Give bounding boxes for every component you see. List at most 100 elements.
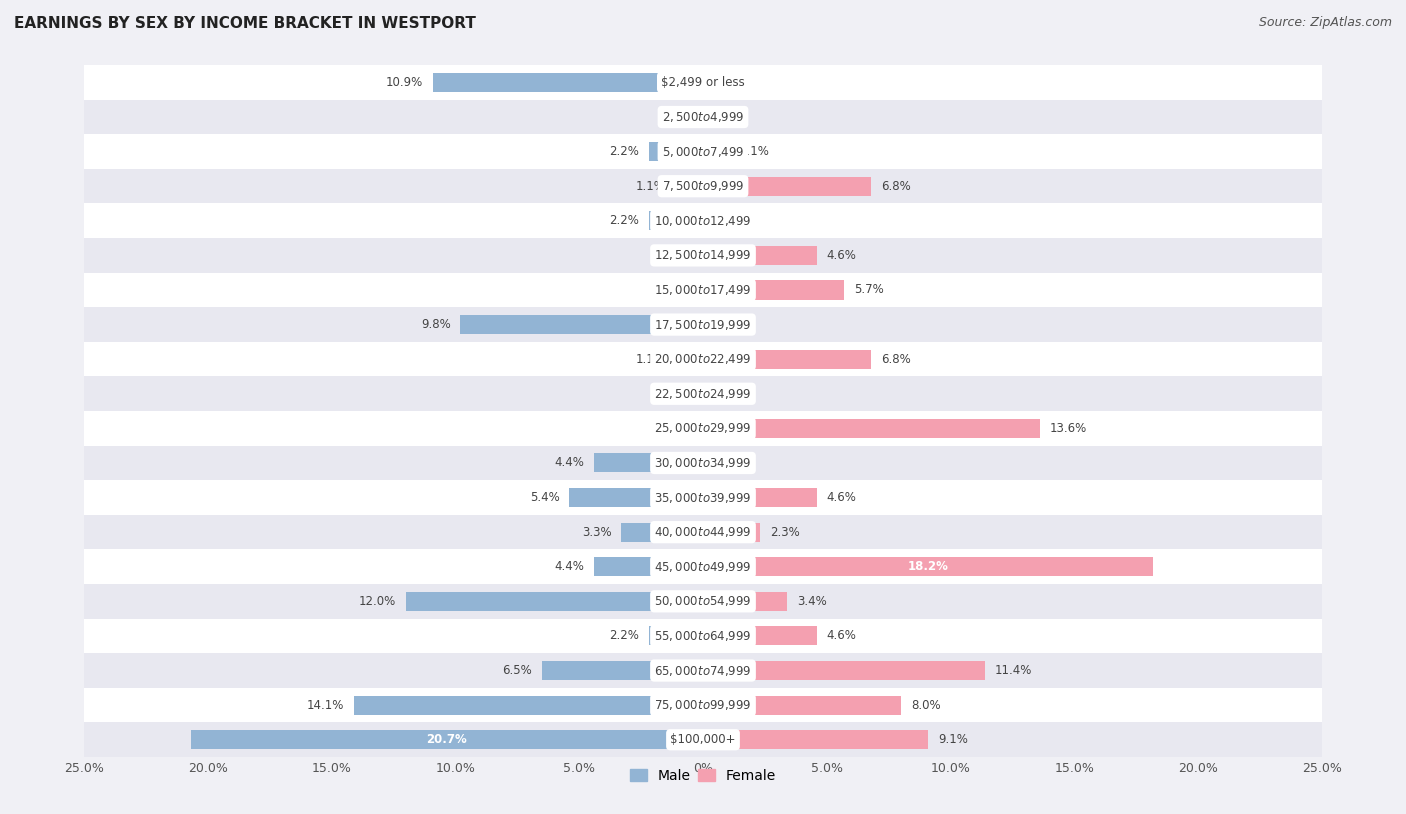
- Text: 0.0%: 0.0%: [664, 283, 693, 296]
- Bar: [84, 722, 1322, 757]
- Bar: [703, 661, 986, 680]
- Text: 0.0%: 0.0%: [664, 387, 693, 400]
- Bar: [648, 627, 703, 646]
- Bar: [84, 584, 1322, 619]
- Bar: [703, 730, 928, 749]
- Text: EARNINGS BY SEX BY INCOME BRACKET IN WESTPORT: EARNINGS BY SEX BY INCOME BRACKET IN WES…: [14, 16, 477, 31]
- Text: 5.7%: 5.7%: [853, 283, 884, 296]
- Text: 2.2%: 2.2%: [609, 629, 638, 642]
- Text: 6.5%: 6.5%: [502, 664, 533, 677]
- Legend: Male, Female: Male, Female: [624, 763, 782, 788]
- Bar: [84, 619, 1322, 653]
- Text: $100,000+: $100,000+: [671, 733, 735, 746]
- Text: $45,000 to $49,999: $45,000 to $49,999: [654, 560, 752, 574]
- Bar: [703, 419, 1039, 438]
- Bar: [354, 696, 703, 715]
- Bar: [84, 307, 1322, 342]
- Bar: [595, 453, 703, 472]
- Text: $22,500 to $24,999: $22,500 to $24,999: [654, 387, 752, 400]
- Text: 3.4%: 3.4%: [797, 595, 827, 608]
- Text: 9.8%: 9.8%: [420, 318, 450, 331]
- Text: 0.0%: 0.0%: [664, 249, 693, 262]
- Text: 18.2%: 18.2%: [908, 560, 949, 573]
- Bar: [406, 592, 703, 610]
- Text: 13.6%: 13.6%: [1049, 422, 1087, 435]
- Text: $10,000 to $12,499: $10,000 to $12,499: [654, 214, 752, 228]
- Text: 2.2%: 2.2%: [609, 214, 638, 227]
- Text: Source: ZipAtlas.com: Source: ZipAtlas.com: [1258, 16, 1392, 29]
- Text: 1.1%: 1.1%: [740, 145, 770, 158]
- Text: 4.6%: 4.6%: [827, 629, 856, 642]
- Text: 3.3%: 3.3%: [582, 526, 612, 539]
- Bar: [84, 480, 1322, 514]
- Bar: [703, 523, 759, 541]
- Bar: [84, 238, 1322, 273]
- Text: $25,000 to $29,999: $25,000 to $29,999: [654, 422, 752, 435]
- Text: 1.1%: 1.1%: [636, 352, 666, 365]
- Text: 4.4%: 4.4%: [554, 457, 585, 470]
- Text: 14.1%: 14.1%: [307, 698, 344, 711]
- Text: 8.0%: 8.0%: [911, 698, 941, 711]
- Bar: [543, 661, 703, 680]
- Bar: [84, 204, 1322, 238]
- Text: 1.1%: 1.1%: [636, 180, 666, 193]
- Bar: [84, 273, 1322, 307]
- Text: $2,500 to $4,999: $2,500 to $4,999: [662, 110, 744, 124]
- Text: $5,000 to $7,499: $5,000 to $7,499: [662, 145, 744, 159]
- Bar: [84, 445, 1322, 480]
- Bar: [84, 376, 1322, 411]
- Bar: [703, 246, 817, 265]
- Bar: [703, 177, 872, 195]
- Bar: [84, 99, 1322, 134]
- Bar: [569, 488, 703, 507]
- Bar: [703, 696, 901, 715]
- Text: 6.8%: 6.8%: [882, 180, 911, 193]
- Bar: [676, 177, 703, 195]
- Text: 0.0%: 0.0%: [664, 422, 693, 435]
- Text: 2.2%: 2.2%: [609, 145, 638, 158]
- Text: $65,000 to $74,999: $65,000 to $74,999: [654, 663, 752, 677]
- Bar: [84, 65, 1322, 99]
- Text: 2.3%: 2.3%: [770, 526, 800, 539]
- Text: $75,000 to $99,999: $75,000 to $99,999: [654, 698, 752, 712]
- Text: $17,500 to $19,999: $17,500 to $19,999: [654, 317, 752, 331]
- Bar: [703, 142, 730, 161]
- Bar: [703, 350, 872, 369]
- Bar: [703, 281, 844, 300]
- Bar: [433, 73, 703, 92]
- Text: 9.1%: 9.1%: [938, 733, 967, 746]
- Text: $35,000 to $39,999: $35,000 to $39,999: [654, 491, 752, 505]
- Text: $2,499 or less: $2,499 or less: [661, 76, 745, 89]
- Text: 10.9%: 10.9%: [387, 76, 423, 89]
- Bar: [621, 523, 703, 541]
- Text: $7,500 to $9,999: $7,500 to $9,999: [662, 179, 744, 193]
- Bar: [84, 168, 1322, 204]
- Text: $12,500 to $14,999: $12,500 to $14,999: [654, 248, 752, 262]
- Bar: [84, 549, 1322, 584]
- Bar: [595, 558, 703, 576]
- Text: 11.4%: 11.4%: [995, 664, 1032, 677]
- Bar: [703, 558, 1153, 576]
- Bar: [676, 350, 703, 369]
- Text: $30,000 to $34,999: $30,000 to $34,999: [654, 456, 752, 470]
- Bar: [703, 488, 817, 507]
- Text: 0.0%: 0.0%: [713, 76, 742, 89]
- Bar: [84, 514, 1322, 549]
- Text: 4.6%: 4.6%: [827, 249, 856, 262]
- Bar: [703, 592, 787, 610]
- Text: $55,000 to $64,999: $55,000 to $64,999: [654, 629, 752, 643]
- Text: $20,000 to $22,499: $20,000 to $22,499: [654, 352, 752, 366]
- Text: 0.0%: 0.0%: [664, 111, 693, 124]
- Bar: [84, 342, 1322, 376]
- Text: 20.7%: 20.7%: [426, 733, 467, 746]
- Bar: [84, 411, 1322, 445]
- Text: $15,000 to $17,499: $15,000 to $17,499: [654, 283, 752, 297]
- Text: 4.6%: 4.6%: [827, 491, 856, 504]
- Bar: [84, 653, 1322, 688]
- Bar: [191, 730, 703, 749]
- Text: 0.0%: 0.0%: [713, 318, 742, 331]
- Text: 5.4%: 5.4%: [530, 491, 560, 504]
- Text: 0.0%: 0.0%: [713, 387, 742, 400]
- Text: 4.4%: 4.4%: [554, 560, 585, 573]
- Text: 0.0%: 0.0%: [713, 214, 742, 227]
